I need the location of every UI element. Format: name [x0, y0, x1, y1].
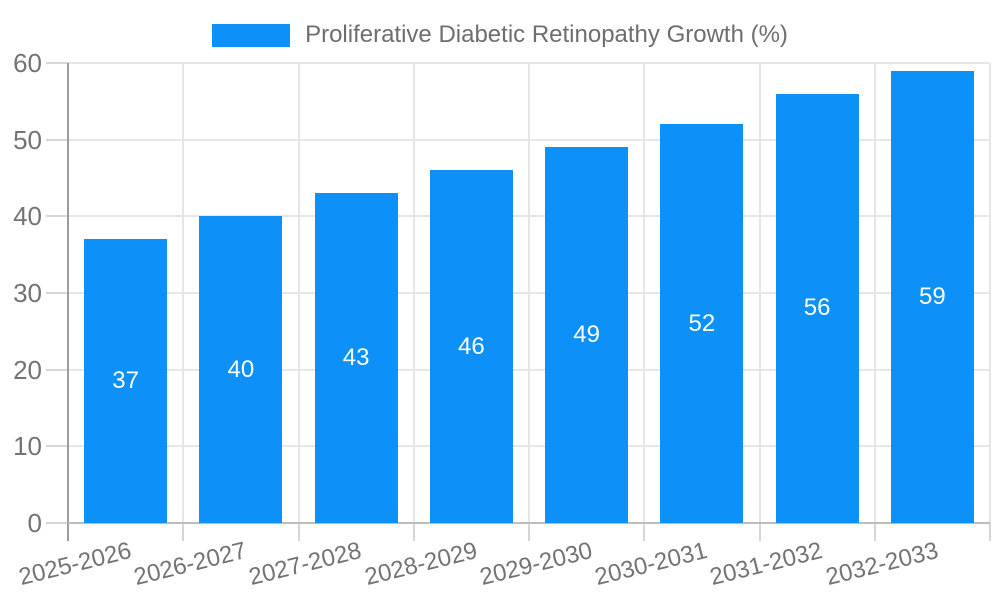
bar-value-label: 43 — [342, 344, 370, 372]
legend-item[interactable]: Proliferative Diabetic Retinopathy Growt… — [0, 21, 1000, 49]
y-tick-mark — [46, 62, 68, 64]
bar-value-label: 37 — [112, 367, 139, 395]
bar-2032-2033: 59 — [890, 70, 974, 523]
bar-value-label: 49 — [573, 321, 600, 349]
y-tick-label: 0 — [27, 508, 42, 538]
bar-value-label: 52 — [688, 309, 716, 337]
y-tick-label: 50 — [13, 124, 42, 155]
x-tick-mark — [182, 523, 185, 541]
y-tick-label: 30 — [13, 278, 42, 308]
x-tick-label-2030-2031: 2030-2031 — [592, 537, 711, 591]
y-tick-mark — [46, 522, 68, 524]
x-gridline — [758, 63, 761, 523]
x-tick-mark — [873, 523, 876, 541]
x-tick-mark — [528, 523, 530, 541]
y-tick-mark — [46, 445, 68, 448]
x-gridline — [643, 63, 646, 523]
bar-2029-2030: 49 — [545, 147, 629, 523]
legend-label: Proliferative Diabetic Retinopathy Growt… — [305, 21, 788, 48]
x-gridline — [528, 63, 530, 523]
y-tick-label: 60 — [13, 48, 42, 78]
x-gridline — [412, 63, 415, 523]
x-tick-label-2026-2027: 2026-2027 — [131, 537, 250, 591]
x-gridline — [873, 63, 876, 523]
bar-value-label: 46 — [458, 332, 485, 360]
x-tick-mark — [643, 523, 646, 541]
y-tick-label: 10 — [13, 431, 42, 462]
x-axis-line — [68, 522, 990, 524]
y-tick-label: 40 — [13, 201, 42, 232]
legend-swatch — [212, 23, 291, 47]
bar-value-label: 40 — [227, 355, 255, 383]
x-tick-label-2029-2030: 2029-2030 — [476, 537, 595, 591]
y-tick-mark — [46, 368, 68, 371]
y-tick-mark — [46, 215, 68, 218]
x-tick-mark — [758, 523, 761, 541]
bar-value-label: 59 — [919, 282, 946, 310]
x-tick-label-2028-2029: 2028-2029 — [361, 537, 480, 591]
bar-2027-2028: 43 — [314, 193, 398, 523]
bar-2030-2031: 52 — [660, 124, 744, 523]
y-tick-label: 20 — [13, 354, 42, 385]
x-tick-label-2032-2033: 2032-2033 — [822, 537, 941, 591]
x-gridline — [297, 63, 300, 523]
x-tick-mark — [297, 523, 300, 541]
bar-2031-2032: 56 — [775, 93, 859, 523]
bar-2025-2026: 37 — [84, 239, 168, 523]
x-tick-mark — [989, 523, 991, 541]
x-tick-label-2031-2032: 2031-2032 — [707, 537, 826, 591]
y-tick-mark — [46, 292, 68, 294]
x-gridline — [989, 63, 991, 523]
bar-value-label: 56 — [803, 294, 831, 322]
y-tick-mark — [46, 138, 68, 141]
bar-2028-2029: 46 — [429, 170, 513, 523]
y-axis-line — [67, 63, 69, 541]
bar-2026-2027: 40 — [199, 216, 283, 523]
x-tick-label-2025-2026: 2025-2026 — [15, 537, 134, 591]
x-tick-mark — [412, 523, 415, 541]
x-tick-label-2027-2028: 2027-2028 — [246, 537, 365, 591]
x-gridline — [182, 63, 185, 523]
